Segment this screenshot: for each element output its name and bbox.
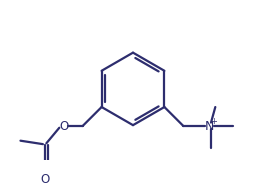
Text: O: O	[59, 120, 68, 132]
Text: +: +	[211, 117, 218, 126]
Text: O: O	[40, 174, 49, 185]
Text: N: N	[205, 120, 214, 132]
